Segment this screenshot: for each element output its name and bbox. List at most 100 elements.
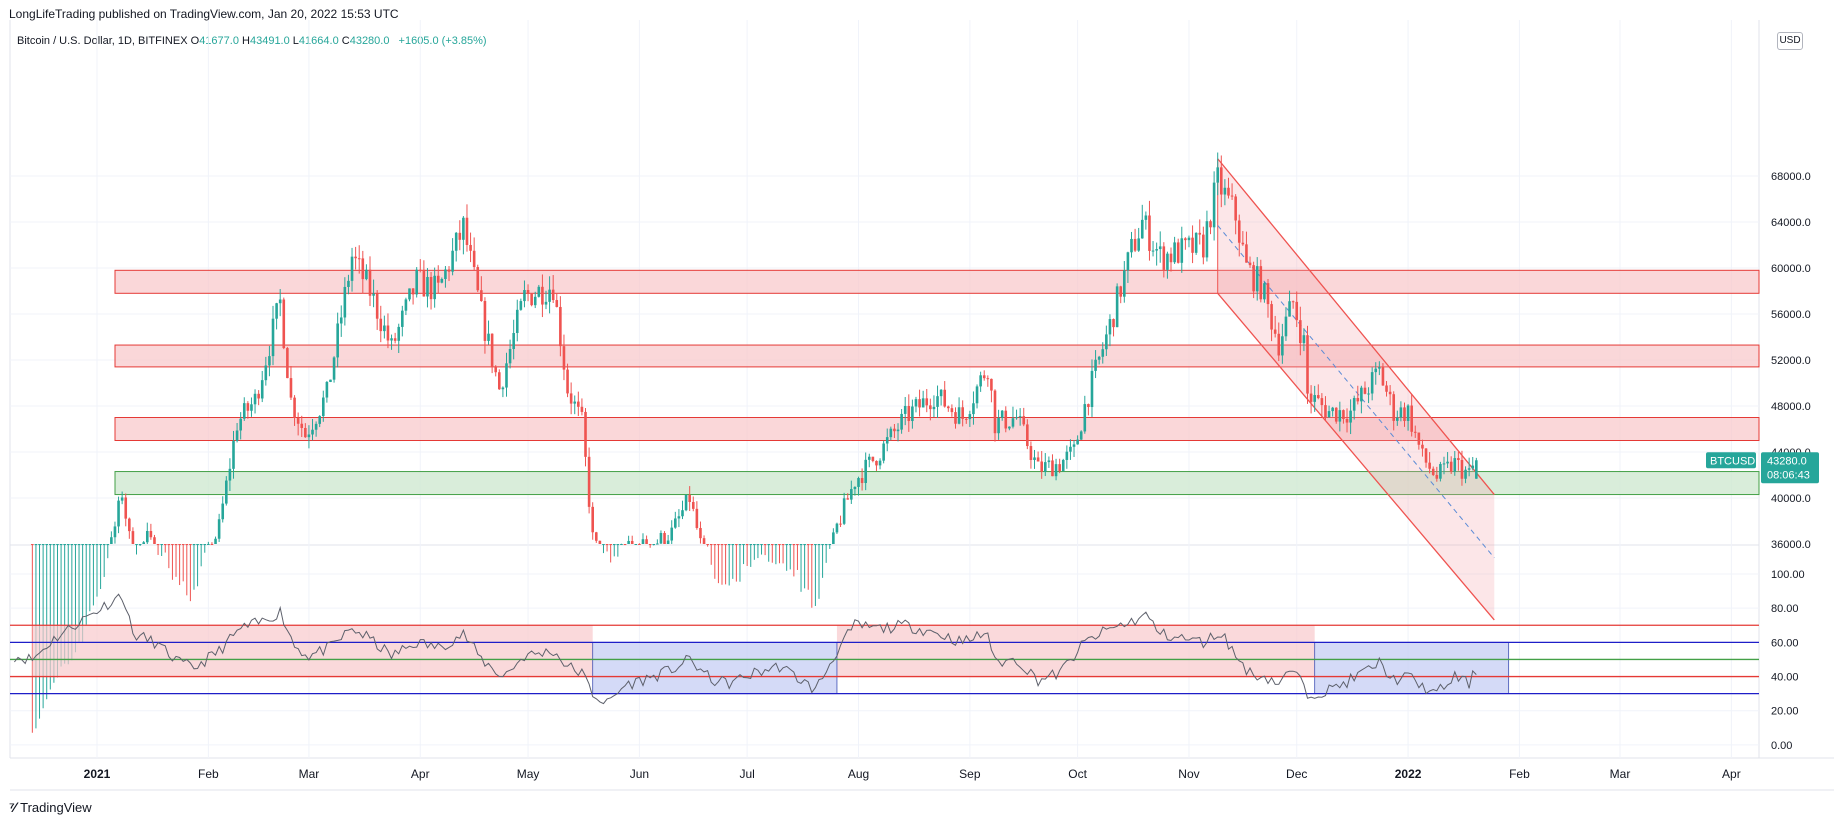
- time-axis-label: 2022: [1395, 767, 1422, 781]
- candle-body: [742, 544, 745, 545]
- candle-body: [1342, 410, 1345, 419]
- candle-body: [149, 530, 153, 538]
- candle-body: [444, 269, 447, 279]
- candle-body: [440, 278, 444, 283]
- candle-body: [699, 527, 702, 539]
- high-value: 43491.0: [249, 35, 290, 47]
- candle-body: [584, 411, 587, 457]
- candle-body: [232, 440, 235, 469]
- candle-body: [630, 540, 634, 544]
- candle-body: [74, 544, 77, 545]
- candle-body: [979, 375, 982, 387]
- rsi-line: [14, 593, 1477, 705]
- candle-body: [753, 544, 756, 545]
- resistance-zone: [114, 344, 1760, 368]
- candle-body: [939, 389, 943, 397]
- currency-selector[interactable]: USD: [1777, 32, 1803, 50]
- time-axis-label: Dec: [1286, 767, 1307, 781]
- candle-body: [623, 544, 627, 545]
- candle-body: [982, 375, 986, 379]
- price-tick-label: 64000.0: [1771, 217, 1811, 229]
- candle-body: [63, 544, 66, 545]
- candle-body: [203, 544, 207, 545]
- candle-body: [321, 397, 325, 417]
- candle-body: [429, 276, 433, 300]
- candle-body: [1435, 474, 1439, 479]
- candle-body: [469, 244, 472, 251]
- candle-body: [806, 544, 810, 545]
- candle-body: [749, 544, 753, 545]
- candle-body: [84, 544, 88, 545]
- candle-body: [153, 537, 156, 544]
- candle-body: [1083, 404, 1087, 432]
- candle-body: [681, 510, 684, 517]
- candle-body: [957, 407, 961, 424]
- candle-body: [1180, 238, 1184, 263]
- candle-body: [745, 544, 749, 545]
- candle-body: [1176, 242, 1180, 263]
- symbol-title: Bitcoin / U.S. Dollar, 1D, BITFINEX: [17, 35, 188, 47]
- candle-body: [1363, 387, 1367, 394]
- rsi-tick-label: 80.00: [1771, 603, 1799, 615]
- candle-body: [814, 544, 817, 545]
- candle-body: [1421, 444, 1424, 449]
- time-axis-label: Aug: [848, 767, 869, 781]
- channel-upper-line[interactable]: [1217, 158, 1495, 495]
- candle-body: [735, 544, 738, 545]
- candle-body: [487, 333, 490, 341]
- footer-brand: ⁷⁄ TradingView: [9, 799, 92, 815]
- candle-body: [210, 544, 214, 545]
- candle-body: [612, 544, 616, 545]
- candle-body: [914, 399, 918, 407]
- candle-body: [533, 296, 537, 306]
- candle-body: [1288, 301, 1291, 317]
- time-axis-label: Oct: [1068, 767, 1087, 781]
- candle-body: [932, 406, 936, 410]
- candle-body: [867, 456, 871, 460]
- candle-body: [1378, 367, 1381, 369]
- candle-body: [38, 544, 41, 545]
- candle-body: [1158, 246, 1162, 250]
- candle-body: [239, 418, 242, 431]
- candle-body: [900, 413, 903, 430]
- rsi-tick-label: 40.00: [1771, 672, 1799, 684]
- candle-body: [476, 267, 480, 291]
- candle-body: [268, 356, 271, 366]
- candle-body: [1119, 286, 1123, 297]
- candle-body: [1026, 424, 1029, 447]
- channel-lower-line[interactable]: [1217, 292, 1495, 621]
- candle-body: [1216, 167, 1220, 183]
- candle-body: [1316, 395, 1320, 399]
- candle-body: [659, 532, 663, 544]
- candle-body: [1442, 463, 1446, 465]
- candle-body: [702, 538, 706, 544]
- candle-body: [569, 393, 573, 404]
- support-zone: [114, 471, 1760, 496]
- candle-body: [171, 544, 174, 545]
- candle-body: [257, 393, 260, 399]
- candle-body: [314, 423, 318, 430]
- candle-body: [674, 518, 677, 528]
- candle-body: [1367, 393, 1370, 395]
- candle-body: [174, 544, 178, 545]
- candle-body: [857, 478, 860, 487]
- candle-body: [1058, 464, 1061, 472]
- candle-body: [1237, 220, 1241, 243]
- candle-body: [760, 544, 763, 545]
- candle-body: [1191, 237, 1194, 253]
- candle-body: [717, 544, 720, 545]
- candle-body: [1004, 410, 1008, 429]
- candle-body: [781, 544, 785, 545]
- candle-body: [354, 256, 357, 259]
- candle-body: [505, 363, 508, 388]
- candle-body: [1105, 334, 1108, 350]
- candle-body: [1277, 333, 1281, 356]
- candle-body: [307, 434, 311, 438]
- candle-body: [458, 232, 462, 240]
- candle-body: [727, 544, 731, 545]
- candle-body: [1388, 391, 1392, 395]
- tradingview-logo-icon: ⁷⁄: [9, 799, 16, 815]
- open-value: 41677.0: [199, 35, 239, 47]
- candle-body: [181, 544, 185, 545]
